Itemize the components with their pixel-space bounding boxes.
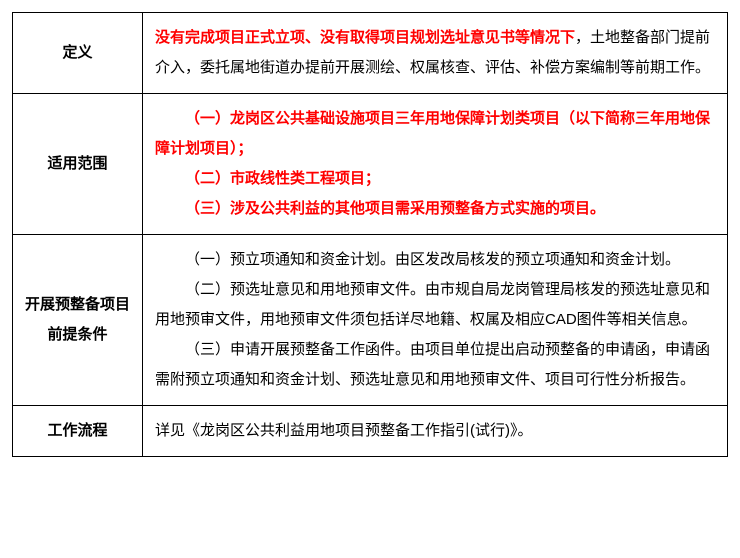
content-definition: 没有完成项目正式立项、没有取得项目规划选址意见书等情况下，土地整备部门提前介入，… xyxy=(143,13,728,94)
row-workflow: 工作流程 详见《龙岗区公共利益用地项目预整备工作指引(试行)》。 xyxy=(13,406,728,457)
prereq-p2: （二）预选址意见和用地预审文件。由市规自局龙岗管理局核发的预选址意见和用地预审文… xyxy=(155,275,715,335)
content-scope: （一）龙岗区公共基础设施项目三年用地保障计划类项目（以下简称三年用地保障计划项目… xyxy=(143,94,728,235)
scope-line2: （二）市政线性类工程项目； xyxy=(155,164,715,194)
label-definition: 定义 xyxy=(13,13,143,94)
policy-table: 定义 没有完成项目正式立项、没有取得项目规划选址意见书等情况下，土地整备部门提前… xyxy=(12,12,728,457)
content-workflow: 详见《龙岗区公共利益用地项目预整备工作指引(试行)》。 xyxy=(143,406,728,457)
row-scope: 适用范围 （一）龙岗区公共基础设施项目三年用地保障计划类项目（以下简称三年用地保… xyxy=(13,94,728,235)
scope-line3: （三）涉及公共利益的其他项目需采用预整备方式实施的项目。 xyxy=(155,194,715,224)
prereq-p1: （一）预立项通知和资金计划。由区发改局核发的预立项通知和资金计划。 xyxy=(155,245,715,275)
prereq-p3: （三）申请开展预整备工作函件。由项目单位提出启动预整备的申请函，申请函需附预立项… xyxy=(155,335,715,395)
row-prereq: 开展预整备项目前提条件 （一）预立项通知和资金计划。由区发改局核发的预立项通知和… xyxy=(13,235,728,406)
content-prereq: （一）预立项通知和资金计划。由区发改局核发的预立项通知和资金计划。 （二）预选址… xyxy=(143,235,728,406)
label-prereq: 开展预整备项目前提条件 xyxy=(13,235,143,406)
label-scope: 适用范围 xyxy=(13,94,143,235)
definition-red: 没有完成项目正式立项、没有取得项目规划选址意见书等情况下 xyxy=(155,29,575,46)
label-workflow: 工作流程 xyxy=(13,406,143,457)
scope-line1: （一）龙岗区公共基础设施项目三年用地保障计划类项目（以下简称三年用地保障计划项目… xyxy=(155,104,715,164)
row-definition: 定义 没有完成项目正式立项、没有取得项目规划选址意见书等情况下，土地整备部门提前… xyxy=(13,13,728,94)
